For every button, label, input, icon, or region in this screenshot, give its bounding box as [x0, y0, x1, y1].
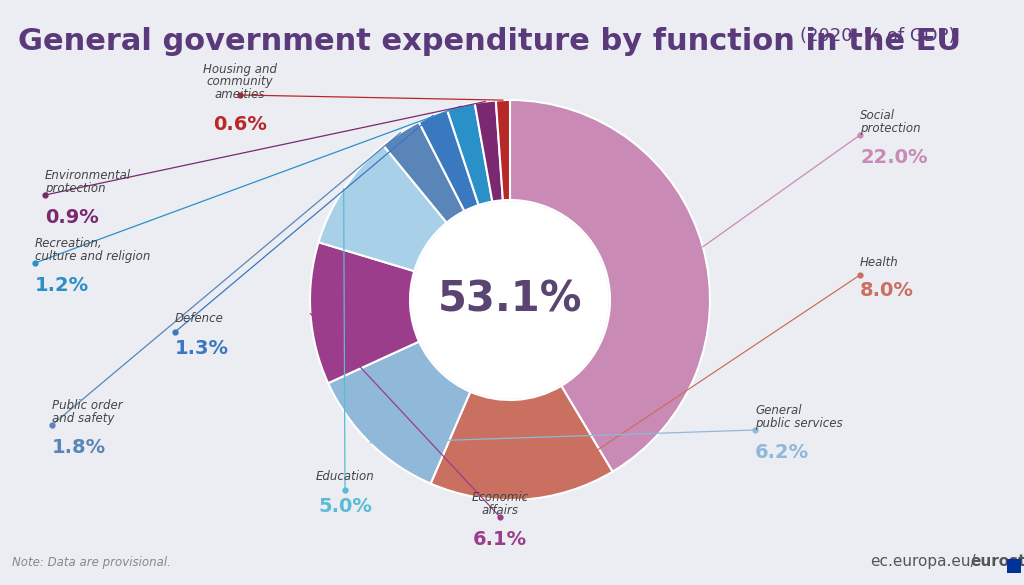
- Text: culture and religion: culture and religion: [35, 250, 151, 263]
- Text: Housing and: Housing and: [203, 63, 278, 75]
- Text: Environmental: Environmental: [45, 169, 131, 182]
- Text: Economic: Economic: [471, 491, 528, 504]
- Text: affairs: affairs: [481, 504, 518, 517]
- Wedge shape: [419, 110, 478, 211]
- Wedge shape: [475, 101, 503, 202]
- Text: (2020, % of GDP): (2020, % of GDP): [800, 27, 955, 45]
- Text: 6.2%: 6.2%: [755, 443, 809, 462]
- Text: General government expenditure by function in the EU: General government expenditure by functi…: [18, 27, 962, 56]
- Text: protection: protection: [860, 122, 921, 135]
- Text: and safety: and safety: [52, 412, 115, 425]
- Text: 0.9%: 0.9%: [45, 208, 98, 227]
- Wedge shape: [447, 103, 493, 205]
- Wedge shape: [496, 100, 510, 200]
- FancyBboxPatch shape: [1007, 559, 1021, 573]
- Text: Note: Data are provisional.: Note: Data are provisional.: [12, 556, 171, 569]
- Text: 1.3%: 1.3%: [175, 339, 229, 357]
- Wedge shape: [510, 100, 710, 472]
- Text: protection: protection: [45, 182, 105, 195]
- Text: Defence: Defence: [175, 312, 224, 325]
- Text: 0.6%: 0.6%: [213, 115, 267, 133]
- Text: 5.0%: 5.0%: [318, 497, 372, 515]
- Text: eurostat: eurostat: [970, 554, 1024, 569]
- Text: General: General: [755, 404, 802, 417]
- Text: Health: Health: [860, 256, 899, 269]
- Text: 6.1%: 6.1%: [473, 530, 527, 549]
- Wedge shape: [310, 242, 419, 383]
- Text: Recreation,: Recreation,: [35, 237, 102, 250]
- Text: Education: Education: [315, 470, 375, 483]
- Text: ec.europa.eu/: ec.europa.eu/: [870, 554, 976, 569]
- Text: ameities: ameities: [215, 88, 265, 102]
- Text: 1.2%: 1.2%: [35, 276, 89, 295]
- Wedge shape: [383, 122, 465, 223]
- Text: Public order: Public order: [52, 399, 123, 412]
- Wedge shape: [431, 386, 612, 500]
- Text: community: community: [207, 75, 273, 88]
- Text: 53.1%: 53.1%: [437, 279, 583, 321]
- Text: 8.0%: 8.0%: [860, 281, 913, 301]
- Text: 22.0%: 22.0%: [860, 148, 928, 167]
- Wedge shape: [318, 145, 446, 271]
- Circle shape: [412, 202, 608, 398]
- Wedge shape: [328, 342, 470, 484]
- Text: 1.8%: 1.8%: [52, 438, 106, 457]
- Text: Social: Social: [860, 109, 895, 122]
- Text: public services: public services: [755, 417, 843, 430]
